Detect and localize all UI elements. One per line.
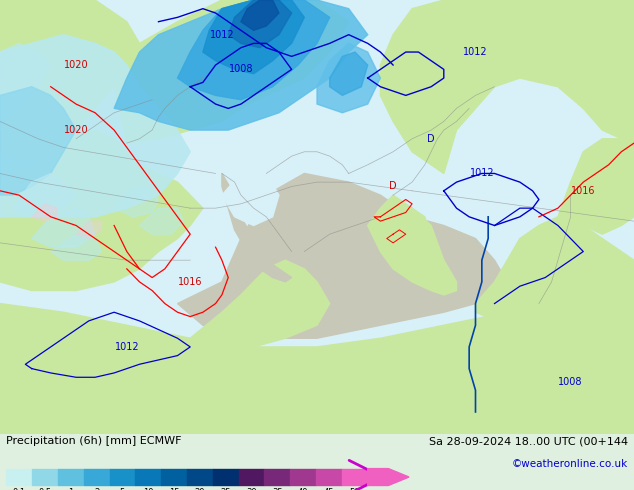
Polygon shape bbox=[368, 195, 456, 295]
Text: 50: 50 bbox=[349, 488, 360, 490]
Text: 40: 40 bbox=[298, 488, 308, 490]
Polygon shape bbox=[32, 208, 95, 247]
Polygon shape bbox=[0, 295, 634, 434]
Text: ©weatheronline.co.uk: ©weatheronline.co.uk bbox=[512, 459, 628, 469]
Text: 1008: 1008 bbox=[229, 64, 253, 74]
Bar bbox=[161, 468, 187, 486]
Polygon shape bbox=[317, 44, 380, 113]
Text: 10: 10 bbox=[143, 488, 153, 490]
Polygon shape bbox=[222, 173, 292, 282]
Polygon shape bbox=[0, 87, 76, 195]
Polygon shape bbox=[114, 187, 158, 217]
Bar bbox=[316, 468, 342, 486]
Polygon shape bbox=[203, 0, 304, 74]
Polygon shape bbox=[190, 260, 330, 347]
Polygon shape bbox=[76, 221, 101, 239]
Text: 2: 2 bbox=[94, 488, 100, 490]
Bar bbox=[290, 468, 316, 486]
Text: 1020: 1020 bbox=[64, 125, 88, 135]
Polygon shape bbox=[476, 217, 634, 325]
Text: 1012: 1012 bbox=[115, 342, 139, 352]
Text: 1012: 1012 bbox=[470, 169, 494, 178]
Polygon shape bbox=[178, 0, 330, 100]
Text: D: D bbox=[427, 134, 435, 144]
Bar bbox=[84, 468, 110, 486]
Polygon shape bbox=[13, 173, 76, 217]
Polygon shape bbox=[393, 208, 431, 269]
Text: 1016: 1016 bbox=[178, 277, 202, 287]
Polygon shape bbox=[114, 0, 349, 143]
Text: 1020: 1020 bbox=[64, 60, 88, 70]
FancyArrow shape bbox=[368, 468, 409, 486]
Text: 1012: 1012 bbox=[210, 30, 234, 40]
Text: 20: 20 bbox=[195, 488, 205, 490]
Bar bbox=[32, 468, 58, 486]
Bar bbox=[136, 468, 161, 486]
Polygon shape bbox=[380, 0, 634, 173]
Bar bbox=[187, 468, 213, 486]
Text: 5: 5 bbox=[120, 488, 125, 490]
Text: Sa 28-09-2024 18..00 UTC (00+144: Sa 28-09-2024 18..00 UTC (00+144 bbox=[429, 437, 628, 446]
Text: 45: 45 bbox=[324, 488, 334, 490]
Polygon shape bbox=[558, 139, 634, 234]
Polygon shape bbox=[0, 0, 634, 434]
Text: 1: 1 bbox=[68, 488, 74, 490]
Polygon shape bbox=[241, 0, 279, 30]
Text: 35: 35 bbox=[272, 488, 283, 490]
Text: Precipitation (6h) [mm] ECMWF: Precipitation (6h) [mm] ECMWF bbox=[6, 437, 182, 446]
Polygon shape bbox=[0, 44, 51, 130]
Polygon shape bbox=[222, 165, 279, 225]
Bar bbox=[213, 468, 238, 486]
Bar bbox=[264, 468, 290, 486]
Text: D: D bbox=[389, 181, 397, 192]
Text: 0.1: 0.1 bbox=[13, 488, 26, 490]
Bar bbox=[342, 468, 368, 486]
Text: 15: 15 bbox=[169, 488, 179, 490]
Polygon shape bbox=[139, 208, 184, 234]
Polygon shape bbox=[114, 0, 368, 130]
Text: 1012: 1012 bbox=[463, 47, 488, 57]
Text: 1008: 1008 bbox=[559, 377, 583, 387]
Polygon shape bbox=[0, 35, 190, 217]
Bar bbox=[238, 468, 264, 486]
Polygon shape bbox=[330, 52, 368, 96]
Polygon shape bbox=[0, 0, 139, 160]
Text: 0.5: 0.5 bbox=[39, 488, 51, 490]
Text: 25: 25 bbox=[221, 488, 231, 490]
Polygon shape bbox=[32, 204, 57, 221]
Text: 30: 30 bbox=[246, 488, 257, 490]
Polygon shape bbox=[228, 0, 292, 48]
Polygon shape bbox=[178, 173, 507, 338]
Polygon shape bbox=[0, 130, 203, 291]
Text: 1016: 1016 bbox=[571, 186, 595, 196]
Bar bbox=[6, 468, 32, 486]
Bar bbox=[110, 468, 136, 486]
Bar bbox=[58, 468, 84, 486]
Polygon shape bbox=[51, 234, 101, 260]
